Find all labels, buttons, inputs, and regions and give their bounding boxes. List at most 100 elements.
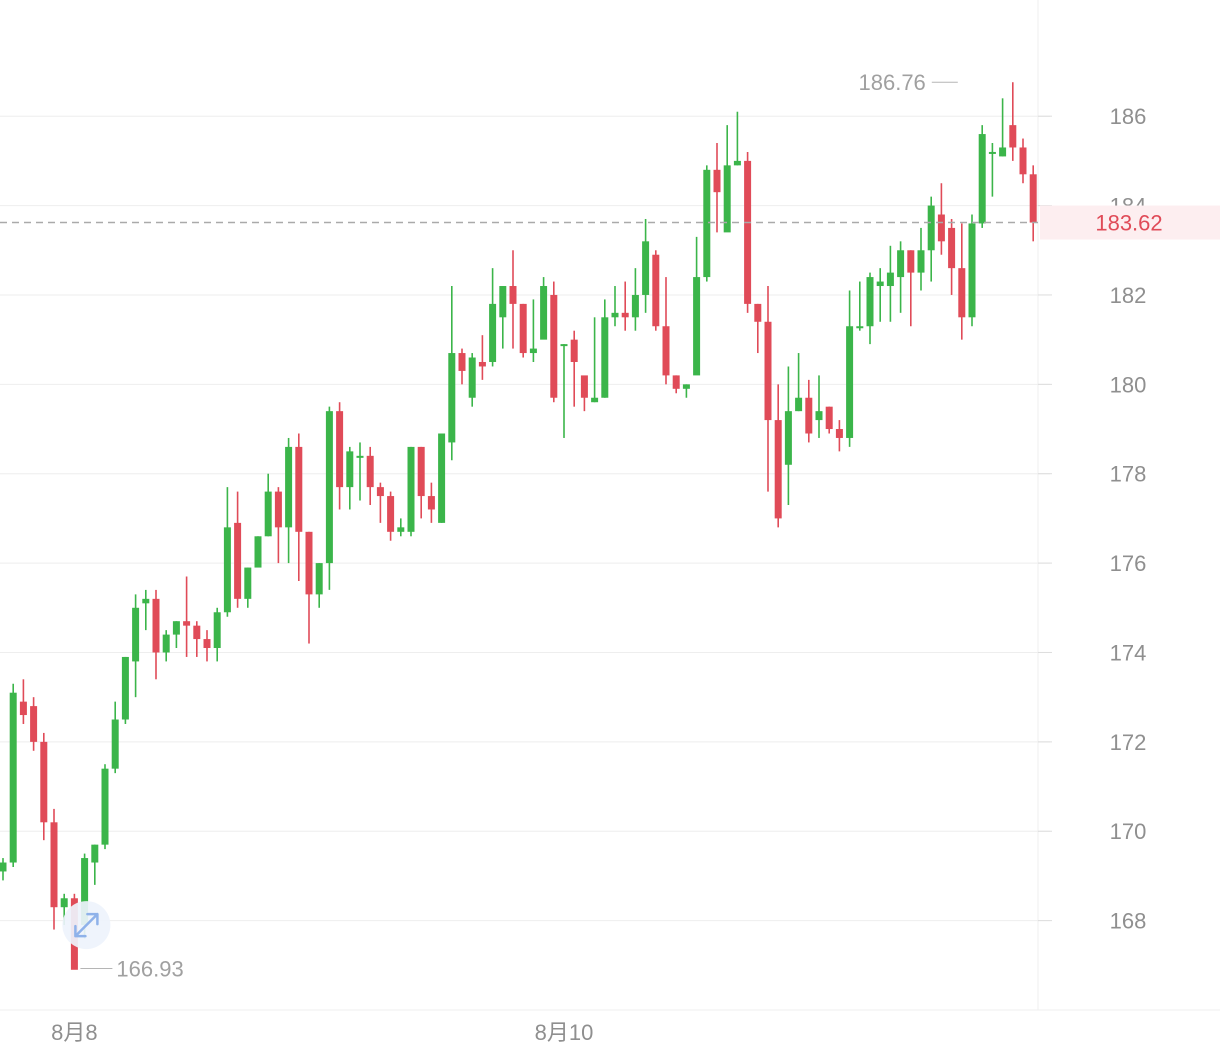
candle-body-5 xyxy=(50,822,58,908)
candle-body-61 xyxy=(621,312,629,318)
candle-17 xyxy=(172,621,180,649)
candle-56 xyxy=(570,330,578,407)
candle-24 xyxy=(244,567,252,608)
x-tick-label-1: 8月10 xyxy=(535,1020,594,1045)
current-price-tag xyxy=(1040,205,1220,240)
candle-48 xyxy=(489,268,497,367)
candle-50 xyxy=(509,250,517,349)
candle-91 xyxy=(927,196,935,282)
candle-35 xyxy=(356,442,364,501)
candle-55 xyxy=(560,344,568,438)
candle-body-84 xyxy=(856,326,864,329)
candle-body-46 xyxy=(468,357,476,398)
candle-body-73 xyxy=(744,160,752,304)
candle-46 xyxy=(468,353,476,407)
axis-layer: 1681701721741761781801821841868月88月10 xyxy=(51,104,1146,1045)
candle-body-87 xyxy=(886,272,894,287)
candle-29 xyxy=(295,433,303,581)
candle-57 xyxy=(580,375,588,412)
candle-body-27 xyxy=(274,491,282,528)
candle-body-85 xyxy=(866,277,874,327)
candle-body-74 xyxy=(754,303,762,322)
candle-body-95 xyxy=(968,223,976,318)
candle-38 xyxy=(387,491,395,541)
candle-27 xyxy=(274,487,282,564)
candle-77 xyxy=(784,366,792,505)
candle-78 xyxy=(795,353,803,412)
candle-body-14 xyxy=(142,598,150,604)
candle-body-86 xyxy=(876,281,884,287)
candle-25 xyxy=(254,536,262,568)
candle-2 xyxy=(19,679,27,724)
candle-body-97 xyxy=(988,151,996,154)
candle-59 xyxy=(601,299,609,398)
candle-body-22 xyxy=(223,527,231,613)
candle-body-71 xyxy=(723,165,731,233)
candle-body-54 xyxy=(550,294,558,398)
candle-body-80 xyxy=(815,411,823,421)
y-tick-label-168: 168 xyxy=(1110,909,1147,934)
candle-33 xyxy=(336,402,344,510)
candle-76 xyxy=(774,384,782,528)
candle-67 xyxy=(682,384,690,398)
candle-body-35 xyxy=(356,455,364,458)
candle-body-82 xyxy=(835,429,843,438)
candle-19 xyxy=(193,621,201,657)
candle-14 xyxy=(142,589,150,631)
candle-body-92 xyxy=(937,214,945,242)
candle-body-18 xyxy=(183,621,191,626)
candle-100 xyxy=(1019,138,1027,184)
candle-body-98 xyxy=(999,147,1007,157)
candle-body-69 xyxy=(703,169,711,278)
candle-94 xyxy=(958,223,966,340)
candle-49 xyxy=(499,286,507,349)
candle-body-2 xyxy=(19,701,27,716)
candle-body-93 xyxy=(948,227,956,269)
candle-65 xyxy=(662,277,670,385)
candle-53 xyxy=(540,277,548,340)
candle-body-68 xyxy=(693,277,701,376)
candle-body-94 xyxy=(958,268,966,318)
candle-86 xyxy=(876,268,884,322)
candle-body-83 xyxy=(846,326,854,438)
candle-body-43 xyxy=(438,433,446,523)
candle-96 xyxy=(978,125,986,228)
candle-body-23 xyxy=(234,522,242,599)
candle-body-12 xyxy=(121,656,129,720)
expand-icon[interactable] xyxy=(74,912,99,938)
candle-body-36 xyxy=(366,455,374,488)
candle-body-101 xyxy=(1029,174,1037,223)
candle-body-24 xyxy=(244,567,252,599)
candle-layer xyxy=(0,82,1037,970)
candle-body-42 xyxy=(427,496,435,510)
candle-31 xyxy=(315,563,323,608)
candle-63 xyxy=(642,218,650,313)
candle-body-31 xyxy=(315,563,323,595)
candle-82 xyxy=(835,420,843,452)
candle-body-53 xyxy=(540,286,548,340)
candle-75 xyxy=(764,286,772,492)
candle-81 xyxy=(825,406,833,434)
candle-4 xyxy=(40,732,48,841)
expand-button[interactable] xyxy=(62,901,111,950)
candle-101 xyxy=(1029,165,1037,242)
candle-85 xyxy=(866,272,874,345)
candle-13 xyxy=(132,594,140,698)
candle-99 xyxy=(1009,82,1017,161)
candle-34 xyxy=(346,446,354,510)
candle-12 xyxy=(121,656,129,724)
candle-58 xyxy=(591,317,599,403)
candle-23 xyxy=(234,491,242,608)
candle-52 xyxy=(529,299,537,362)
candle-body-52 xyxy=(529,348,537,354)
candle-body-63 xyxy=(642,241,650,295)
candle-80 xyxy=(815,375,823,438)
candle-body-78 xyxy=(795,397,803,412)
candle-47 xyxy=(478,335,486,380)
candle-body-72 xyxy=(733,160,741,166)
candle-body-65 xyxy=(662,326,670,376)
candle-body-55 xyxy=(560,344,568,347)
candle-43 xyxy=(438,433,446,523)
candle-45 xyxy=(458,348,466,385)
